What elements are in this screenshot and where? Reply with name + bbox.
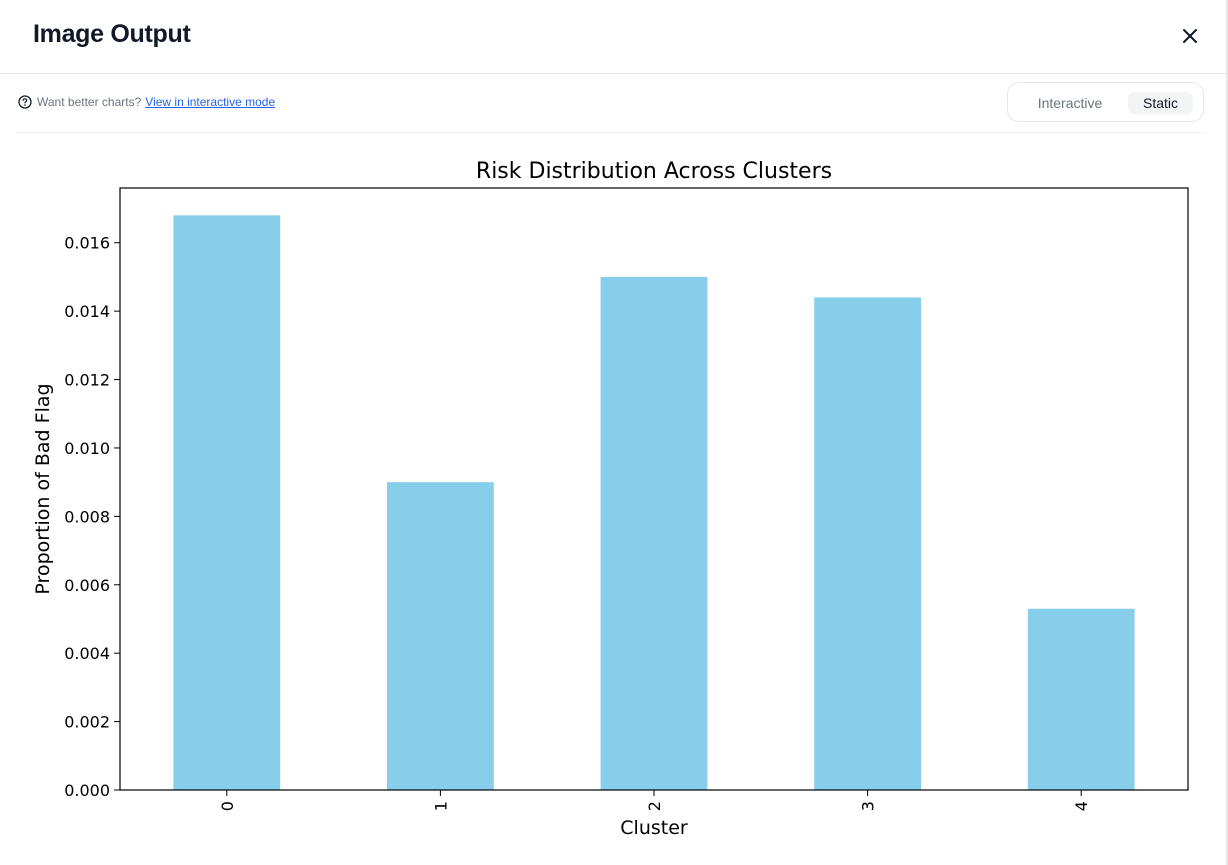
bar-cluster-1 bbox=[387, 482, 494, 790]
bar-cluster-0 bbox=[173, 215, 281, 790]
toggle-static[interactable]: Static bbox=[1128, 92, 1193, 114]
view-mode-toggle: Interactive Static bbox=[1007, 82, 1204, 122]
y-tick-label: 0.000 bbox=[64, 781, 110, 800]
bar-chart: Risk Distribution Across Clusters 0.000 0.… bbox=[32, 159, 1189, 839]
y-tick-label: 0.008 bbox=[64, 507, 110, 526]
bar-cluster-4 bbox=[1027, 608, 1135, 790]
bar-cluster-2 bbox=[600, 276, 708, 790]
chart-area: Risk Distribution Across Clusters 0.000 0.… bbox=[0, 140, 1226, 860]
y-tick-label: 0.016 bbox=[64, 234, 110, 253]
x-tick-label: 4 bbox=[1072, 801, 1091, 811]
x-tick-label: 1 bbox=[431, 801, 450, 811]
y-axis-label: Proportion of Bad Flag bbox=[32, 383, 54, 594]
chart-title: Risk Distribution Across Clusters bbox=[476, 159, 832, 184]
close-button[interactable] bbox=[1176, 22, 1204, 50]
y-tick-label: 0.010 bbox=[64, 439, 110, 458]
modal-title: Image Output bbox=[33, 20, 191, 48]
hint-text: Want better charts? bbox=[37, 95, 142, 109]
close-icon bbox=[1183, 29, 1197, 43]
toggle-interactive[interactable]: Interactive bbox=[1037, 95, 1103, 111]
y-tick-label: 0.006 bbox=[64, 576, 110, 595]
bar-cluster-3 bbox=[814, 297, 921, 790]
x-tick-label: 3 bbox=[859, 801, 878, 811]
y-tick-label: 0.004 bbox=[64, 644, 110, 663]
y-tick-label: 0.014 bbox=[64, 302, 110, 321]
y-tick-label: 0.012 bbox=[64, 371, 110, 390]
x-axis-label: Cluster bbox=[620, 817, 688, 839]
modal-header: Image Output bbox=[0, 0, 1226, 74]
x-tick-label: 0 bbox=[218, 801, 237, 811]
interactive-mode-link[interactable]: View in interactive mode bbox=[145, 95, 276, 109]
chart-toolbar: Want better charts? View in interactive … bbox=[16, 74, 1206, 133]
hint-row: Want better charts? View in interactive … bbox=[18, 95, 275, 109]
help-circle-icon bbox=[18, 95, 32, 109]
y-tick-label: 0.002 bbox=[64, 713, 110, 732]
x-tick-label: 2 bbox=[645, 801, 664, 811]
